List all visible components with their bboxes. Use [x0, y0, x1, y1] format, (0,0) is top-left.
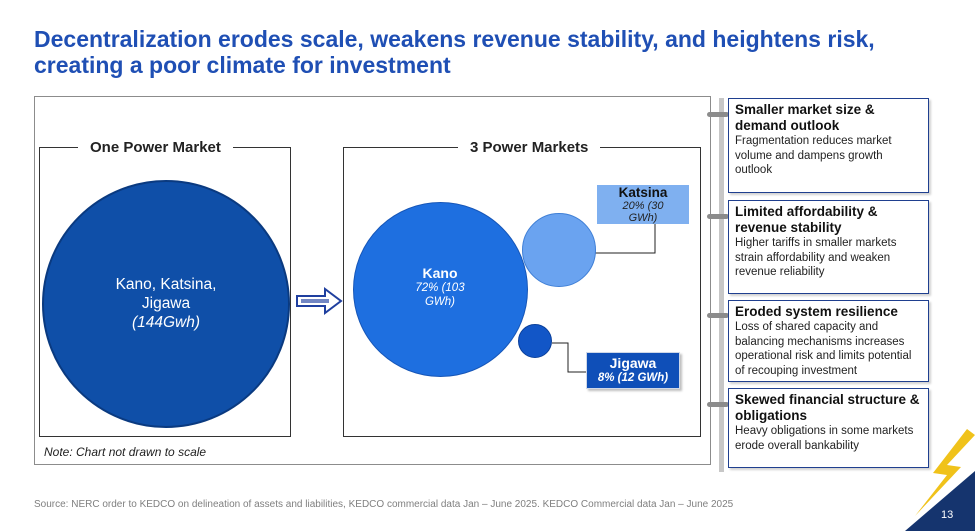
one-market-label: One Power Market: [78, 139, 233, 156]
kano-value: 72% (103 GWh): [415, 282, 465, 308]
impact-panel-market-size: Smaller market size & demand outlook Fra…: [728, 98, 929, 193]
source-footnote: Source: NERC order to KEDCO on delineati…: [34, 499, 734, 510]
page-title: Decentralization erodes scale, weakens r…: [34, 26, 875, 78]
kano-bubble: [353, 202, 528, 377]
panel-body: Heavy obligations in some markets erode …: [735, 425, 914, 452]
combined-market-name-2: Jigawa: [141, 295, 191, 312]
diagram-frame: [34, 96, 711, 465]
corner-lightning-decoration-icon: [905, 429, 975, 531]
katsina-value: 20% (30 GWh): [622, 200, 664, 224]
page-number: 13: [941, 509, 954, 521]
panel-heading: Eroded system resilience: [735, 304, 898, 319]
scale-note: Note: Chart not drawn to scale: [44, 445, 207, 459]
combined-market-name-1: Kano, Katsina,: [115, 276, 217, 293]
katsina-label-box: Katsina 20% (30 GWh): [597, 185, 689, 224]
jigawa-name: Jigawa: [609, 355, 657, 371]
binder-tab-4: [707, 402, 729, 407]
binder-tab-3: [707, 313, 729, 318]
impact-panel-resilience: Eroded system resilience Loss of shared …: [728, 300, 929, 382]
combined-market-value: (144Gwh): [131, 314, 201, 331]
impact-panel-financial: Skewed financial structure & obligations…: [728, 388, 929, 468]
right-arrow-icon: [296, 287, 343, 315]
panel-body: Fragmentation reduces market volume and …: [735, 135, 892, 176]
kano-name: Kano: [422, 265, 458, 281]
panel-heading: Skewed financial structure & obligations: [735, 392, 920, 423]
kano-text: Kano 72% (103 GWh): [390, 265, 490, 309]
impact-panel-affordability: Limited affordability & revenue stabilit…: [728, 200, 929, 294]
jigawa-label-box: Jigawa 8% (12 GWh): [586, 352, 680, 389]
jigawa-value: 8% (12 GWh): [597, 372, 669, 384]
panel-body: Loss of shared capacity and balancing me…: [735, 321, 912, 377]
katsina-bubble: [522, 213, 596, 287]
katsina-name: Katsina: [618, 185, 668, 200]
binder-tab-2: [707, 214, 729, 219]
panel-heading: Limited affordability & revenue stabilit…: [735, 204, 878, 235]
combined-market-text: Kano, Katsina, Jigawa (144Gwh): [60, 275, 272, 332]
combined-market-bubble: [42, 180, 290, 428]
binder-tab-1: [707, 112, 729, 117]
three-markets-label: 3 Power Markets: [458, 139, 601, 156]
panel-body: Higher tariffs in smaller markets strain…: [735, 237, 897, 278]
jigawa-bubble: [518, 324, 552, 358]
binder-bar: [719, 98, 724, 472]
panel-heading: Smaller market size & demand outlook: [735, 102, 875, 133]
